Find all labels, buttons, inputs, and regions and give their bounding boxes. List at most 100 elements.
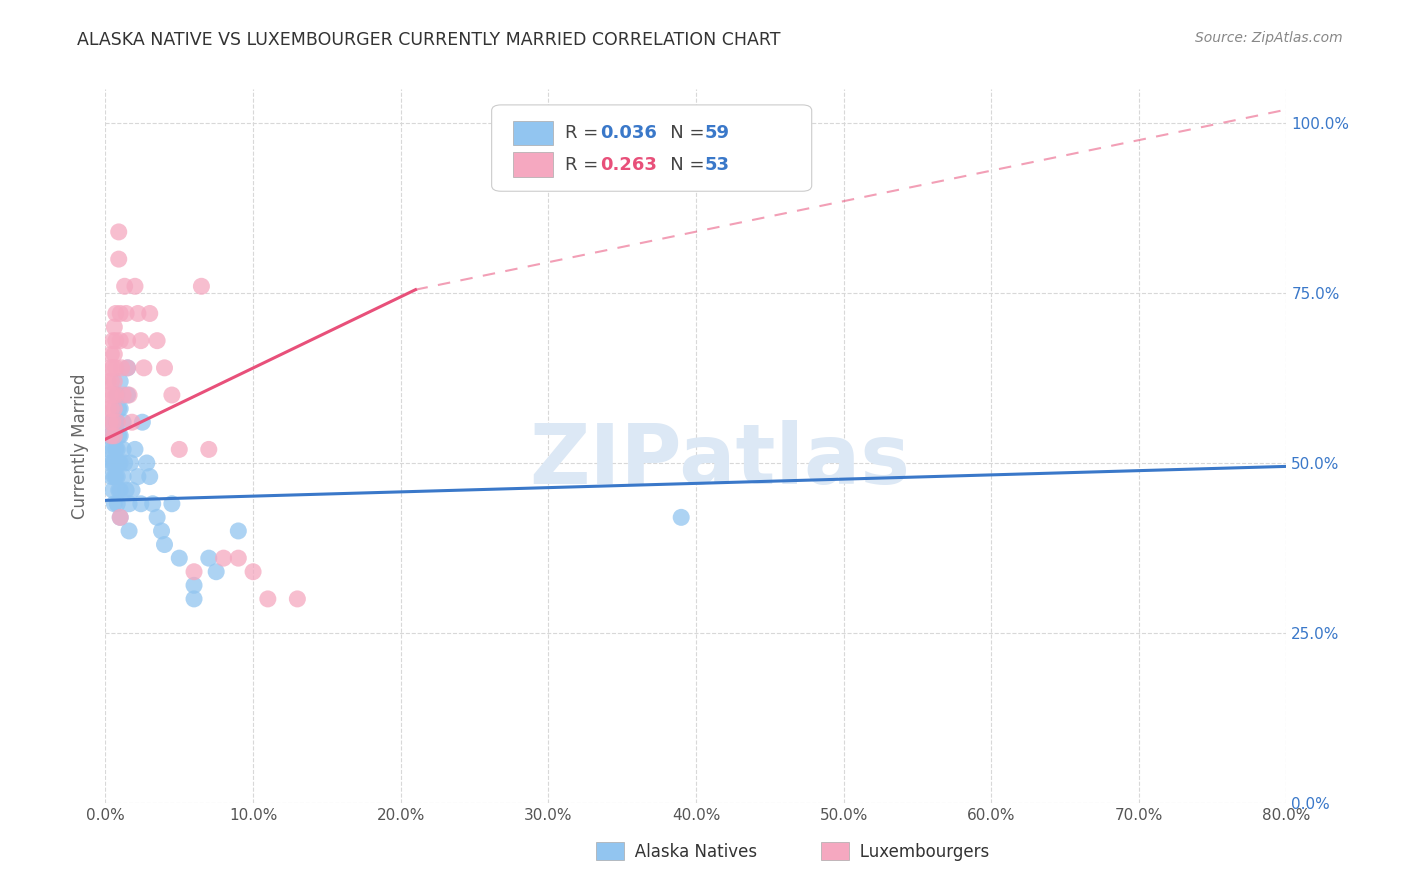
Point [104, 306, 127, 320]
Point [105, 469, 128, 483]
Point [107, 252, 129, 266]
Point [153, 537, 176, 551]
Point [287, 591, 309, 606]
Point [97, 401, 120, 416]
Point [197, 551, 219, 566]
Point [129, 334, 152, 348]
Text: R =: R = [565, 155, 603, 174]
Point [153, 360, 176, 375]
Point [110, 375, 132, 389]
Point [101, 456, 124, 470]
Point [228, 551, 250, 566]
Text: 59: 59 [704, 124, 730, 142]
Point [103, 456, 125, 470]
Point [104, 334, 127, 348]
Point [117, 360, 139, 375]
Point [103, 469, 125, 483]
Point [183, 578, 205, 592]
Point [105, 388, 128, 402]
Point [127, 306, 149, 320]
Point [205, 565, 228, 579]
Point [112, 442, 135, 457]
Point [121, 415, 143, 429]
Point [118, 524, 141, 538]
Point [103, 347, 125, 361]
Point [104, 469, 127, 483]
FancyBboxPatch shape [513, 153, 553, 177]
Point [107, 429, 129, 443]
Text: N =: N = [654, 155, 710, 174]
Point [107, 456, 129, 470]
Point [197, 442, 219, 457]
Point [110, 306, 132, 320]
Point [103, 320, 125, 334]
Point [212, 551, 235, 566]
Point [114, 456, 136, 470]
Point [146, 334, 169, 348]
Point [101, 415, 124, 429]
Point [104, 388, 127, 402]
Text: ZIPatlas: ZIPatlas [529, 420, 910, 500]
Point [103, 375, 125, 389]
Point [100, 347, 122, 361]
Point [183, 591, 205, 606]
Point [110, 510, 132, 524]
Text: 0.036: 0.036 [600, 124, 657, 142]
Point [110, 483, 132, 498]
Point [190, 279, 212, 293]
Point [107, 401, 129, 416]
Point [110, 456, 132, 470]
Text: N =: N = [654, 124, 710, 142]
Point [105, 497, 128, 511]
FancyBboxPatch shape [492, 105, 811, 191]
Point [101, 334, 124, 348]
Point [169, 551, 191, 566]
Text: 53: 53 [704, 155, 730, 174]
Point [118, 388, 141, 402]
Point [124, 279, 146, 293]
Point [107, 483, 129, 498]
Point [112, 388, 135, 402]
Point [98, 388, 121, 402]
Point [129, 497, 152, 511]
Point [110, 429, 132, 443]
Point [142, 497, 165, 511]
Text: Alaska Natives: Alaska Natives [619, 843, 756, 861]
Point [120, 456, 142, 470]
Text: Luxembourgers: Luxembourgers [844, 843, 988, 861]
Point [103, 401, 125, 416]
Point [115, 306, 138, 320]
Point [118, 497, 141, 511]
Point [127, 469, 149, 483]
Point [160, 497, 183, 511]
Point [124, 442, 146, 457]
Point [114, 279, 136, 293]
Point [103, 429, 125, 443]
Point [105, 415, 128, 429]
Point [110, 510, 132, 524]
Point [121, 483, 143, 498]
Point [671, 510, 693, 524]
Point [97, 442, 120, 457]
Point [117, 334, 139, 348]
Text: R =: R = [565, 124, 603, 142]
Point [150, 524, 173, 538]
Point [104, 360, 127, 375]
Point [117, 360, 139, 375]
Point [132, 360, 155, 375]
Point [100, 401, 122, 416]
Point [100, 415, 122, 429]
Point [183, 565, 205, 579]
Point [110, 334, 132, 348]
Point [138, 469, 162, 483]
Point [100, 375, 122, 389]
Point [257, 591, 280, 606]
Point [101, 442, 124, 457]
Y-axis label: Currently Married: Currently Married [70, 373, 89, 519]
Text: ALASKA NATIVE VS LUXEMBOURGER CURRENTLY MARRIED CORRELATION CHART: ALASKA NATIVE VS LUXEMBOURGER CURRENTLY … [77, 31, 780, 49]
Point [228, 524, 250, 538]
Text: Source: ZipAtlas.com: Source: ZipAtlas.com [1195, 31, 1343, 45]
Point [107, 225, 129, 239]
Point [98, 360, 121, 375]
Point [110, 401, 132, 416]
